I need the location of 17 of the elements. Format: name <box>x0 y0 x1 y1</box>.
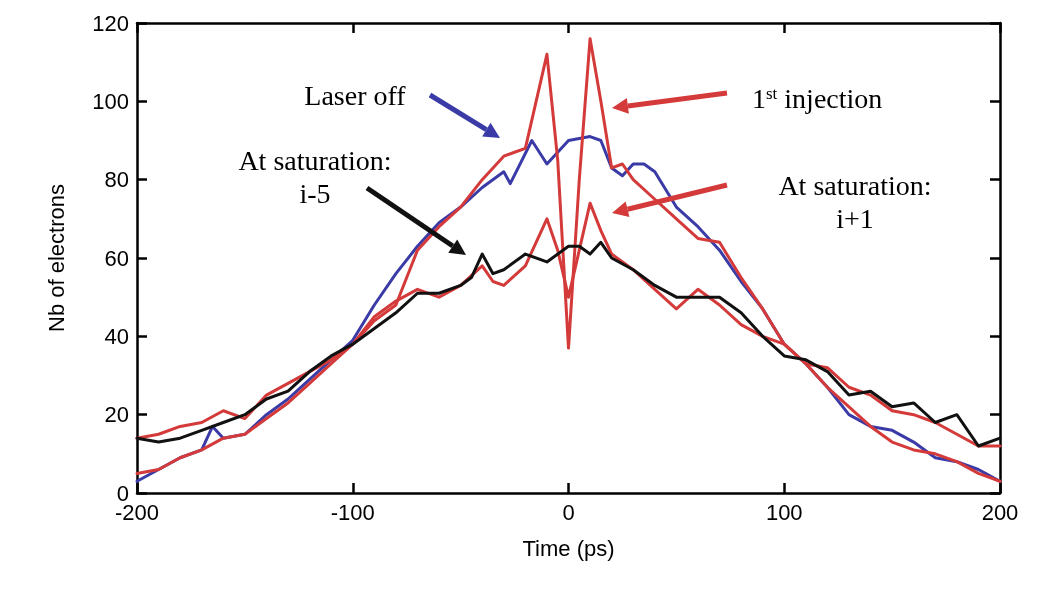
annotation: At saturation: i+1 <box>778 170 932 234</box>
annotation: 1$^{st}$ injection <box>752 83 883 114</box>
x-tick-label: 200 <box>981 499 1019 525</box>
x-tick-label: -100 <box>330 499 375 525</box>
y-axis-title: Nb of electrons <box>43 184 69 332</box>
y-tick-label: 20 <box>104 402 129 428</box>
annotation: At saturation: i-5 <box>238 145 392 209</box>
x-axis-title: Time (ps) <box>522 535 615 561</box>
x-tick-label: 0 <box>562 499 575 525</box>
y-tick-label: 40 <box>104 323 129 349</box>
y-tick-label: 100 <box>92 88 129 114</box>
y-tick-label: 80 <box>104 167 129 193</box>
y-tick-label: 60 <box>104 245 129 271</box>
y-tick-label: 0 <box>116 480 129 506</box>
annotation: Laser off <box>304 80 407 111</box>
y-tick-label: 120 <box>92 10 129 36</box>
x-tick-label: 100 <box>765 499 803 525</box>
